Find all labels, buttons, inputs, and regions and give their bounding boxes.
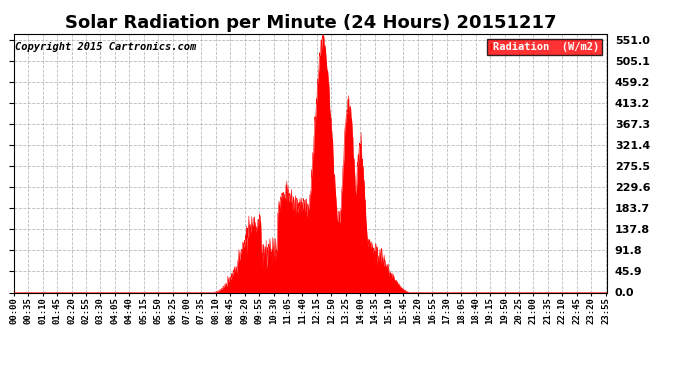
Legend: Radiation  (W/m2): Radiation (W/m2) [487,39,602,55]
Title: Solar Radiation per Minute (24 Hours) 20151217: Solar Radiation per Minute (24 Hours) 20… [65,14,556,32]
Text: Copyright 2015 Cartronics.com: Copyright 2015 Cartronics.com [15,42,196,51]
